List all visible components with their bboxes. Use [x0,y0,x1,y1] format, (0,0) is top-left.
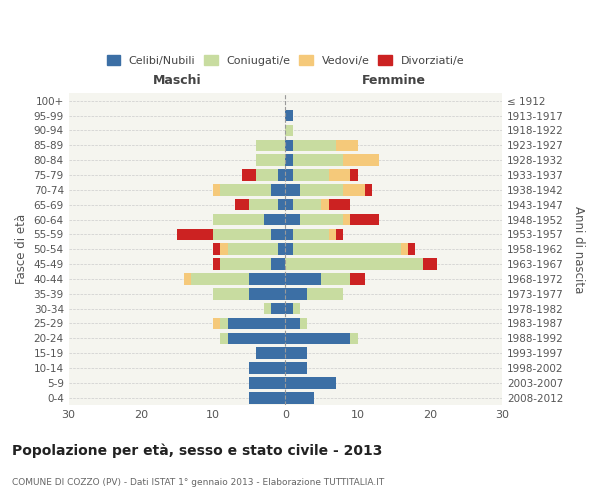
Bar [307,288,343,300]
Bar [350,332,358,344]
Bar [256,169,278,181]
Bar [242,169,256,181]
Bar [286,332,350,344]
Bar [286,288,307,300]
Bar [293,228,329,240]
Bar [278,199,286,210]
Bar [286,318,300,330]
Bar [249,392,286,404]
Bar [271,228,286,240]
Text: Popolazione per età, sesso e stato civile - 2013: Popolazione per età, sesso e stato civil… [12,444,382,458]
Bar [271,184,286,196]
Bar [271,303,286,314]
Bar [286,124,293,136]
Bar [227,318,286,330]
Text: Maschi: Maschi [153,74,202,87]
Bar [213,244,220,255]
Bar [263,214,286,226]
Bar [286,169,293,181]
Bar [300,214,343,226]
Bar [220,244,227,255]
Bar [343,214,350,226]
Bar [286,362,307,374]
Bar [286,377,336,388]
Bar [227,332,286,344]
Bar [249,273,286,284]
Y-axis label: Fasce di età: Fasce di età [15,214,28,284]
Bar [227,244,278,255]
Bar [249,288,286,300]
Bar [191,273,249,284]
Bar [350,214,379,226]
Bar [249,199,278,210]
Bar [343,184,365,196]
Bar [184,273,191,284]
Bar [329,169,350,181]
Bar [322,273,350,284]
Text: COMUNE DI COZZO (PV) - Dati ISTAT 1° gennaio 2013 - Elaborazione TUTTITALIA.IT: COMUNE DI COZZO (PV) - Dati ISTAT 1° gen… [12,478,384,487]
Bar [286,214,300,226]
Bar [220,332,227,344]
Bar [286,303,293,314]
Bar [235,199,249,210]
Bar [286,199,293,210]
Bar [322,199,329,210]
Bar [286,110,293,122]
Bar [300,318,307,330]
Bar [220,258,271,270]
Bar [256,154,286,166]
Bar [293,244,401,255]
Bar [286,348,307,359]
Bar [300,184,343,196]
Bar [286,244,293,255]
Bar [293,154,343,166]
Bar [213,288,249,300]
Bar [220,184,271,196]
Bar [263,303,271,314]
Bar [220,318,227,330]
Bar [249,377,286,388]
Bar [256,348,286,359]
Y-axis label: Anni di nascita: Anni di nascita [572,206,585,293]
Bar [293,303,300,314]
Bar [422,258,437,270]
Bar [286,273,322,284]
Bar [401,244,408,255]
Text: Femmine: Femmine [362,74,426,87]
Bar [177,228,213,240]
Bar [343,154,379,166]
Legend: Celibi/Nubili, Coniugati/e, Vedovi/e, Divorziati/e: Celibi/Nubili, Coniugati/e, Vedovi/e, Di… [107,55,464,66]
Bar [249,362,286,374]
Bar [293,199,322,210]
Bar [256,140,286,151]
Bar [271,258,286,270]
Bar [408,244,415,255]
Bar [336,140,358,151]
Bar [329,228,336,240]
Bar [350,169,358,181]
Bar [213,258,220,270]
Bar [365,184,372,196]
Bar [336,228,343,240]
Bar [278,244,286,255]
Bar [293,169,329,181]
Bar [329,199,350,210]
Bar [213,214,263,226]
Bar [286,184,300,196]
Bar [293,140,336,151]
Bar [213,184,220,196]
Bar [286,392,314,404]
Bar [350,273,365,284]
Bar [286,228,293,240]
Bar [278,169,286,181]
Bar [286,258,422,270]
Bar [286,140,293,151]
Bar [213,228,271,240]
Bar [286,154,293,166]
Bar [213,318,220,330]
